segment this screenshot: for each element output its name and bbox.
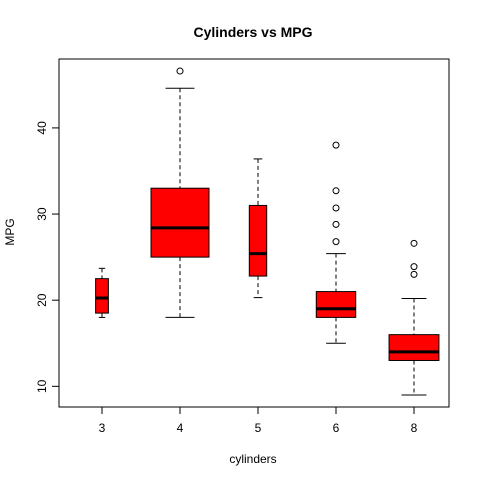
outlier-point (410, 239, 418, 247)
x-tick-label: 3 (99, 421, 106, 435)
y-tick-label: 30 (35, 207, 49, 221)
outlier-point (332, 141, 340, 149)
x-tick-label: 5 (255, 421, 262, 435)
box-8 (388, 239, 440, 396)
box-group (95, 67, 440, 396)
x-tick-label: 6 (333, 421, 340, 435)
outlier-point (332, 204, 340, 212)
outlier-point (410, 263, 418, 271)
box-iqr (248, 204, 268, 277)
x-tick-label: 4 (177, 421, 184, 435)
box-5 (248, 158, 268, 299)
outlier-point (332, 187, 340, 195)
x-axis-label: cylinders (229, 452, 276, 466)
box-iqr (388, 334, 440, 361)
outlier-point (332, 220, 340, 228)
chart-title: Cylinders vs MPG (193, 24, 312, 40)
outlier-point (410, 270, 418, 278)
box-3 (95, 267, 109, 318)
y-axis: 10 20 30 40 (35, 121, 60, 393)
y-tick-label: 10 (35, 379, 49, 393)
x-tick-label: 8 (411, 421, 418, 435)
x-axis: 3 4 5 6 8 (99, 406, 418, 435)
box-iqr (95, 278, 109, 314)
box-4 (150, 67, 210, 318)
y-tick-label: 40 (35, 121, 49, 135)
box-6 (315, 141, 357, 344)
box-iqr (315, 291, 357, 318)
y-tick-label: 20 (35, 293, 49, 307)
outlier-point (176, 67, 184, 75)
box-iqr (150, 187, 210, 258)
outlier-point (332, 238, 340, 246)
y-axis-label: MPG (3, 218, 17, 245)
